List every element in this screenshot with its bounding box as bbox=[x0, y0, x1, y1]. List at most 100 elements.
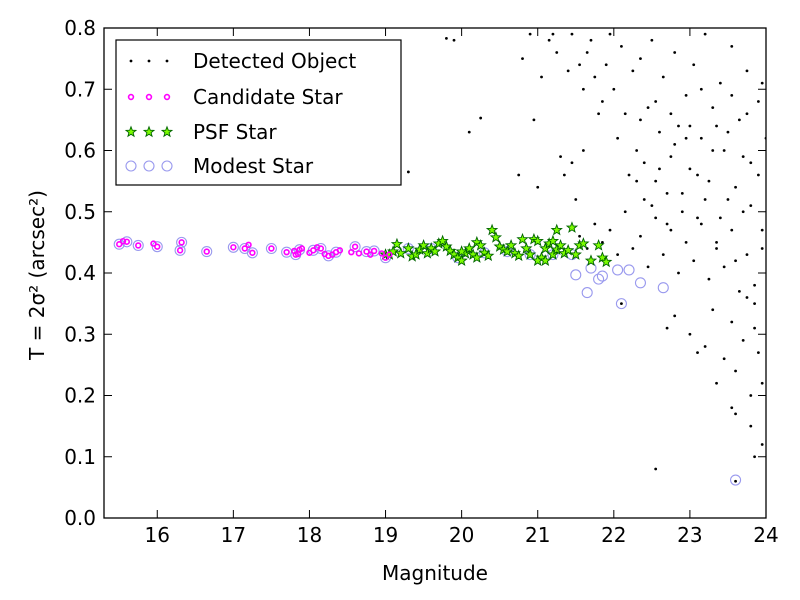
detected-object-point bbox=[665, 191, 669, 195]
psf-star-point bbox=[428, 245, 442, 257]
legend-marker-large-open-circle bbox=[125, 160, 137, 172]
detected-object-point bbox=[654, 216, 658, 220]
series-star bbox=[379, 221, 613, 268]
modest-star-point bbox=[596, 270, 608, 282]
detected-object-point bbox=[684, 136, 688, 140]
modest-star-point bbox=[615, 298, 627, 310]
candidate-star-point bbox=[178, 239, 185, 246]
legend-markers bbox=[124, 59, 174, 172]
legend-marker-dot bbox=[129, 59, 133, 63]
psf-star-point bbox=[520, 242, 533, 254]
detected-object-point bbox=[669, 112, 673, 116]
detected-object-point bbox=[749, 204, 753, 208]
candidate-star-point bbox=[154, 243, 161, 250]
detected-object-point bbox=[661, 253, 665, 257]
detected-object-point bbox=[597, 112, 600, 116]
detected-object-point bbox=[745, 296, 749, 299]
legend-marker-dot bbox=[147, 59, 151, 63]
psf-star-point bbox=[421, 246, 434, 259]
detected-object-point bbox=[684, 93, 688, 97]
psf-star-point bbox=[463, 242, 476, 254]
detected-object-point bbox=[623, 210, 627, 214]
detected-object-point bbox=[756, 173, 760, 177]
detected-object-point bbox=[578, 63, 581, 67]
psf-star-point bbox=[402, 242, 415, 254]
detected-object-point bbox=[635, 149, 639, 152]
candidate-star-point bbox=[370, 247, 378, 255]
detected-object-point bbox=[604, 63, 608, 67]
y-axis-label: T = 2σ² (arcsec²) bbox=[25, 190, 49, 361]
detected-object-point bbox=[620, 44, 623, 48]
detected-object-point bbox=[753, 326, 756, 330]
psf-star-point bbox=[455, 245, 468, 257]
legend-marker-star bbox=[160, 125, 174, 138]
detected-object-point bbox=[570, 32, 574, 36]
detected-object-point bbox=[741, 155, 745, 159]
detected-object-point bbox=[711, 149, 715, 152]
candidate-star-point bbox=[123, 238, 131, 245]
candidate-star-point bbox=[283, 248, 290, 256]
modest-star-point bbox=[265, 242, 277, 255]
modest-star-point bbox=[151, 241, 163, 253]
candidate-star-point bbox=[355, 250, 363, 257]
x-tick-label: 21 bbox=[525, 523, 550, 547]
psf-star-point bbox=[394, 246, 407, 259]
detected-object-point bbox=[581, 149, 585, 152]
x-tick-label: 20 bbox=[449, 523, 474, 547]
y-tick-label: 0.5 bbox=[64, 200, 96, 224]
modest-star-point bbox=[634, 277, 646, 289]
psf-star-point bbox=[562, 243, 575, 256]
modest-star-point bbox=[570, 269, 582, 281]
detected-object-point bbox=[753, 302, 756, 306]
detected-object-point bbox=[722, 265, 726, 269]
candidate-star-point bbox=[119, 237, 127, 245]
detected-object-point bbox=[540, 75, 543, 79]
psf-star-point bbox=[417, 238, 430, 251]
detected-object-point bbox=[688, 167, 692, 171]
psf-star-point bbox=[539, 254, 552, 266]
candidate-star-point bbox=[363, 248, 370, 255]
detected-object-point bbox=[616, 136, 620, 140]
detected-object-point bbox=[581, 87, 585, 91]
detected-object-point bbox=[753, 283, 756, 287]
detected-object-point bbox=[608, 32, 612, 36]
detected-object-point bbox=[570, 161, 574, 165]
detected-object-point bbox=[715, 247, 718, 250]
detected-object-point bbox=[669, 155, 673, 159]
detected-object-point bbox=[445, 37, 448, 40]
detected-object-point bbox=[642, 198, 646, 201]
psf-star-point bbox=[584, 254, 598, 266]
psf-star-point bbox=[409, 248, 423, 260]
detected-object-point bbox=[726, 130, 730, 134]
y-tick-label: 0.4 bbox=[64, 261, 96, 285]
detected-object-point bbox=[661, 75, 665, 79]
detected-object-point bbox=[703, 198, 707, 201]
detected-object-point bbox=[737, 118, 741, 122]
detected-object-point bbox=[696, 351, 699, 355]
psf-star-point bbox=[577, 237, 590, 249]
psf-star-point bbox=[470, 251, 484, 263]
legend-frame bbox=[115, 39, 402, 186]
x-tick-label: 16 bbox=[145, 523, 170, 547]
detected-object-point bbox=[730, 320, 734, 324]
candidate-star-point bbox=[245, 241, 252, 249]
detected-object-point bbox=[703, 32, 707, 36]
legend-marker-star bbox=[124, 125, 138, 138]
candidate-star-point bbox=[135, 242, 142, 249]
candidate-star-point bbox=[298, 245, 306, 252]
detected-object-point bbox=[734, 185, 737, 189]
detected-object-point bbox=[479, 116, 483, 120]
detected-object-point bbox=[639, 234, 642, 238]
detected-object-point bbox=[753, 455, 756, 459]
detected-object-point bbox=[730, 93, 734, 97]
modest-star-point bbox=[113, 238, 125, 250]
psf-star-point bbox=[474, 238, 487, 251]
series-small-circle bbox=[116, 237, 393, 261]
detected-object-point bbox=[760, 228, 764, 232]
detected-object-point bbox=[574, 198, 578, 201]
detected-object-point bbox=[715, 381, 718, 385]
candidate-star-point bbox=[378, 250, 385, 257]
detected-object-point bbox=[741, 210, 745, 214]
y-tick-label: 0.8 bbox=[64, 16, 96, 40]
